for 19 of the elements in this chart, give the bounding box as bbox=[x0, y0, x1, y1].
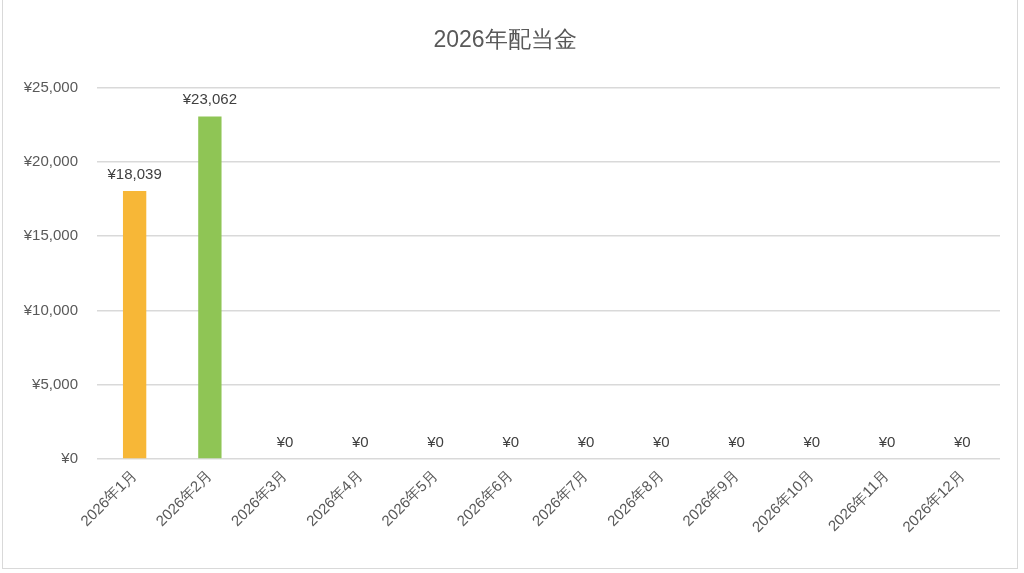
data-label: ¥0 bbox=[652, 432, 670, 450]
data-label: ¥0 bbox=[501, 432, 520, 450]
y-tick-label: ¥5,000 bbox=[31, 374, 78, 392]
data-label: ¥0 bbox=[802, 432, 821, 450]
data-label: ¥0 bbox=[351, 432, 369, 450]
chart-title: 2026年配当金 bbox=[433, 26, 577, 53]
data-label: ¥0 bbox=[877, 432, 896, 450]
data-label: ¥0 bbox=[727, 432, 745, 450]
data-label: ¥0 bbox=[953, 432, 971, 450]
y-tick-label: ¥20,000 bbox=[22, 152, 78, 170]
data-label: ¥0 bbox=[576, 432, 595, 450]
data-label: ¥18,039 bbox=[106, 164, 162, 182]
data-label: ¥0 bbox=[426, 432, 444, 450]
y-tick-label: ¥15,000 bbox=[22, 226, 78, 244]
y-tick-label: ¥10,000 bbox=[22, 300, 78, 318]
data-label: ¥23,062 bbox=[181, 90, 237, 108]
y-tick-label: ¥0 bbox=[60, 449, 78, 467]
y-tick-label: ¥25,000 bbox=[22, 77, 78, 95]
data-label: ¥0 bbox=[275, 432, 294, 450]
